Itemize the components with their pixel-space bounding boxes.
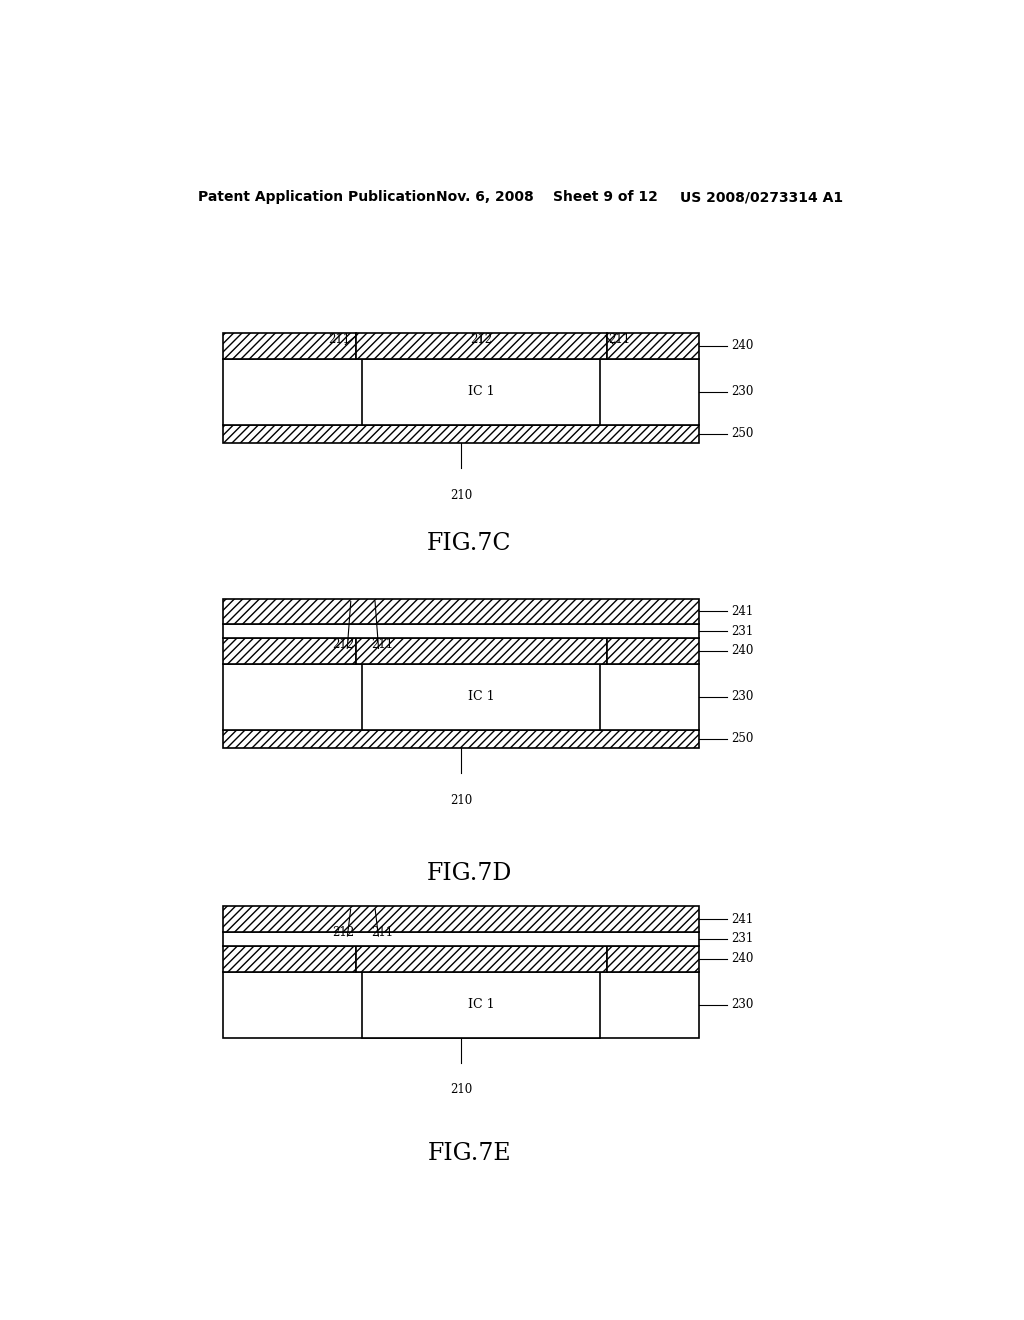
Bar: [355, 638, 606, 664]
Text: 212: 212: [470, 334, 493, 346]
Text: 210: 210: [451, 488, 472, 502]
Bar: [362, 664, 600, 730]
Text: 230: 230: [731, 690, 754, 704]
Bar: [223, 730, 699, 748]
Text: 240: 240: [731, 339, 754, 352]
Bar: [355, 946, 606, 972]
Text: IC 1: IC 1: [468, 998, 495, 1011]
Text: 231: 231: [731, 624, 754, 638]
Bar: [606, 946, 699, 972]
Bar: [223, 972, 699, 1038]
Text: 250: 250: [731, 733, 754, 746]
Text: 250: 250: [731, 428, 754, 441]
Text: IC 1: IC 1: [468, 385, 495, 399]
Text: 211: 211: [328, 334, 350, 346]
Text: 231: 231: [731, 932, 754, 945]
Bar: [223, 598, 699, 624]
Bar: [223, 946, 355, 972]
Text: 211: 211: [372, 927, 394, 939]
Bar: [223, 638, 355, 664]
Text: 211: 211: [372, 639, 394, 651]
Text: 240: 240: [731, 644, 754, 657]
Text: 241: 241: [731, 912, 754, 925]
Text: Nov. 6, 2008: Nov. 6, 2008: [436, 190, 534, 205]
Text: 230: 230: [731, 385, 754, 399]
Bar: [606, 333, 699, 359]
Text: 210: 210: [451, 1084, 472, 1097]
Text: US 2008/0273314 A1: US 2008/0273314 A1: [680, 190, 843, 205]
Bar: [606, 638, 699, 664]
Bar: [223, 907, 699, 932]
Bar: [355, 333, 606, 359]
Bar: [362, 972, 600, 1038]
Text: 212: 212: [332, 639, 354, 651]
Text: 230: 230: [731, 998, 754, 1011]
Bar: [223, 333, 355, 359]
Bar: [223, 425, 699, 444]
Text: IC 1: IC 1: [468, 690, 495, 704]
Text: Patent Application Publication: Patent Application Publication: [198, 190, 435, 205]
Text: 241: 241: [731, 605, 754, 618]
Text: FIG.7E: FIG.7E: [427, 1142, 511, 1164]
Text: Sheet 9 of 12: Sheet 9 of 12: [553, 190, 657, 205]
Bar: [223, 664, 699, 730]
Text: 211: 211: [608, 334, 631, 346]
Bar: [223, 624, 699, 638]
Text: FIG.7D: FIG.7D: [427, 862, 512, 886]
Bar: [223, 932, 699, 946]
Bar: [223, 359, 699, 425]
Text: FIG.7C: FIG.7C: [427, 532, 512, 554]
Bar: [362, 359, 600, 425]
Text: 210: 210: [451, 793, 472, 807]
Text: 240: 240: [731, 952, 754, 965]
Text: 212: 212: [332, 927, 354, 939]
